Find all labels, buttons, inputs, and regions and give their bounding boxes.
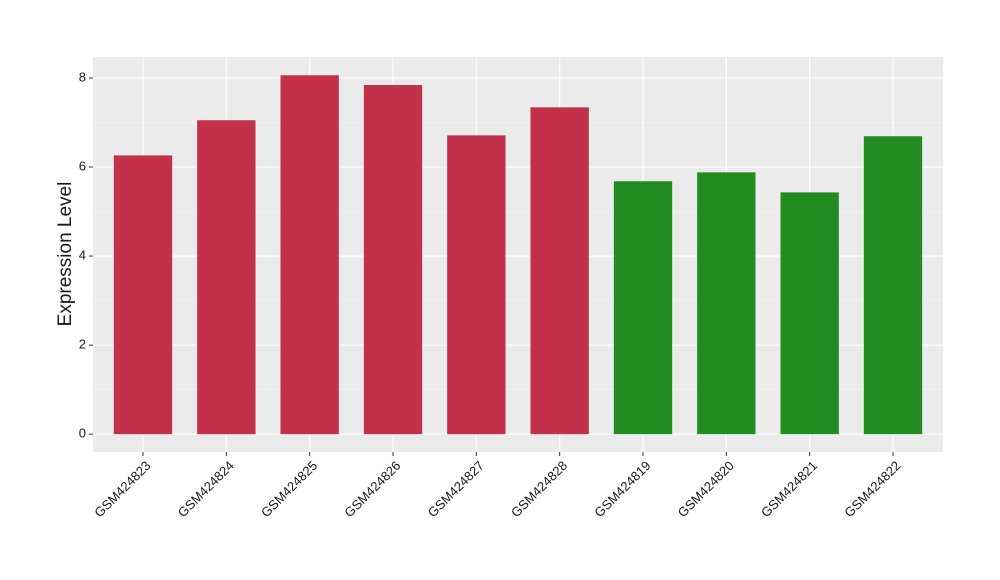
x-tick-label: GSM424825: [258, 458, 320, 520]
x-tick-label: GSM424821: [758, 458, 820, 520]
bar: [197, 120, 256, 435]
y-tick-label: 6: [79, 158, 86, 173]
x-tick-label: GSM424826: [341, 458, 403, 520]
bar: [363, 85, 423, 435]
bar: [697, 172, 756, 435]
y-tick-label: 0: [79, 426, 86, 441]
x-tick-label: GSM424820: [675, 458, 737, 520]
y-tick-label: 8: [79, 69, 86, 84]
bar: [613, 181, 673, 435]
y-tick-label: 4: [79, 247, 86, 262]
bar: [280, 75, 339, 435]
bar: [447, 135, 506, 435]
bar: [780, 192, 839, 435]
y-tick-label: 2: [79, 337, 86, 352]
x-tick-label: GSM424822: [841, 458, 903, 520]
y-axis-label: Expression Level: [55, 182, 76, 327]
bar: [530, 107, 589, 435]
x-tick-label: GSM424828: [508, 458, 570, 520]
bar: [863, 136, 923, 435]
bar: [113, 155, 173, 435]
x-tick-label: GSM424827: [425, 458, 487, 520]
x-tick-label: GSM424824: [175, 458, 237, 520]
x-tick-label: GSM424823: [91, 458, 153, 520]
x-tick-label: GSM424819: [591, 458, 653, 520]
